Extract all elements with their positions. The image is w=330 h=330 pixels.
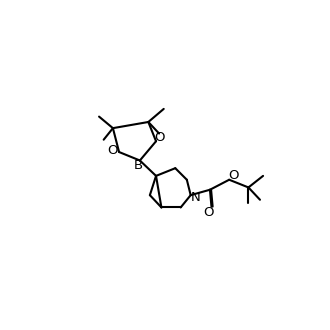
Text: B: B (134, 159, 143, 172)
Text: O: O (108, 144, 118, 157)
Text: O: O (203, 206, 214, 219)
Text: O: O (155, 131, 165, 144)
Text: N: N (190, 191, 200, 204)
Text: O: O (228, 169, 238, 182)
